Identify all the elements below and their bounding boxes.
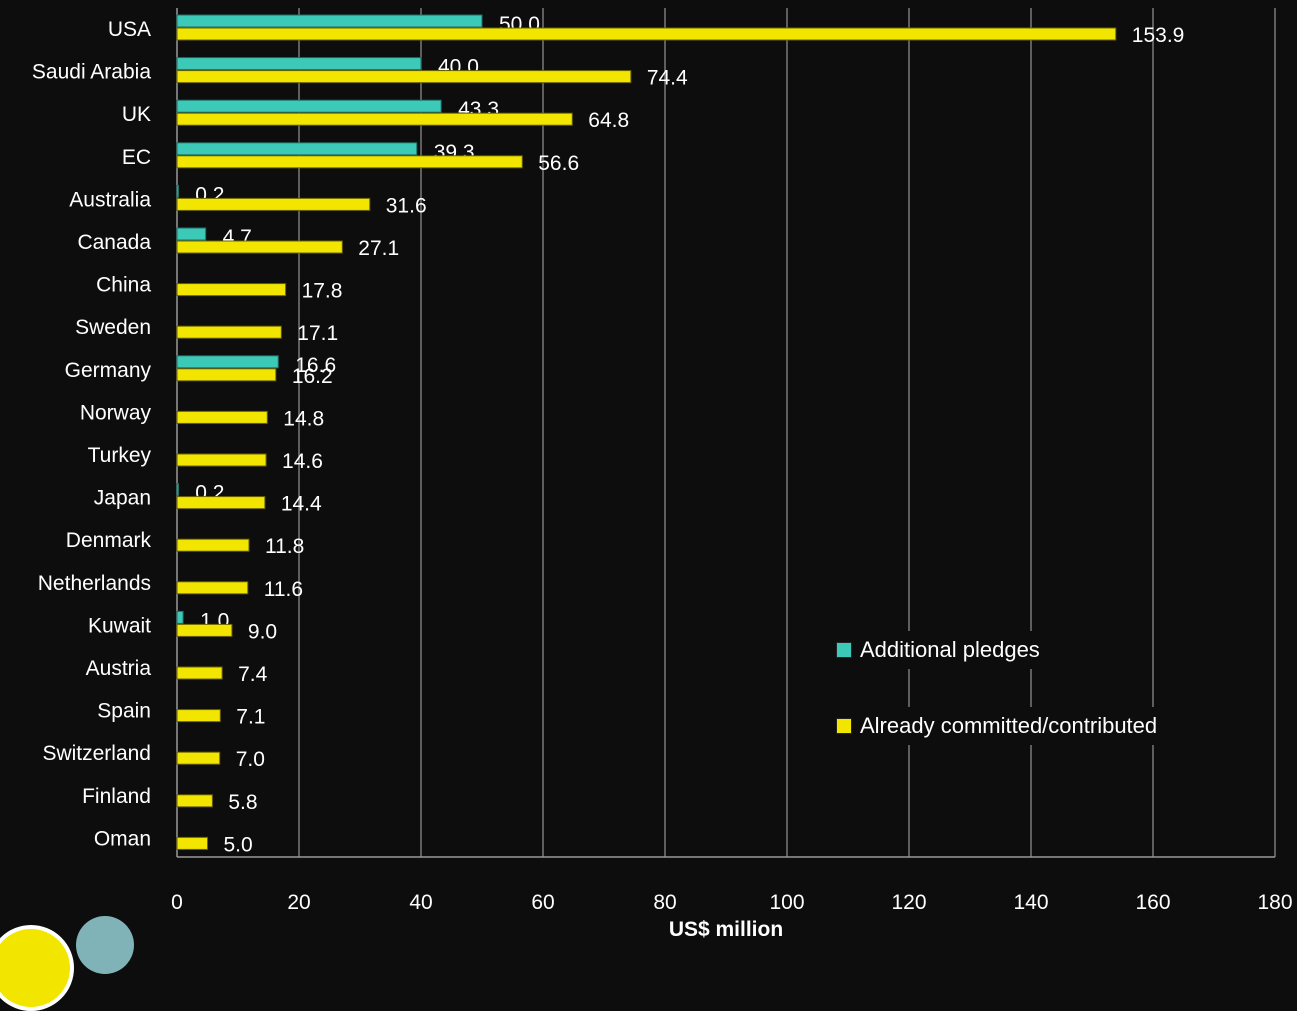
category-label: Australia [69,188,151,211]
data-label-already-committed: 7.0 [236,748,265,771]
category-label: Turkey [88,444,152,467]
bar-already-committed [176,751,221,765]
data-label-already-committed: 7.4 [238,663,268,686]
bar-additional-pledges [176,99,442,113]
bar-additional-pledges [176,142,418,156]
category-label: Canada [77,231,151,254]
legend-label-additional-pledges: Additional pledges [860,637,1040,662]
data-label-already-committed: 5.8 [228,791,257,814]
data-label-already-committed: 153.9 [1132,24,1185,47]
bar-already-committed [176,453,267,467]
bar-already-committed [176,283,287,297]
category-label: Finland [82,785,151,808]
data-label-already-committed: 14.8 [283,407,324,430]
x-tick-label: 60 [531,891,554,914]
legend-swatch-yellow [836,718,852,734]
x-tick-label: 160 [1135,891,1170,914]
category-label: Netherlands [38,572,151,595]
bar-already-committed [176,709,221,723]
bar-additional-pledges [176,483,179,497]
category-label: China [96,274,151,297]
data-label-already-committed: 64.8 [588,109,629,132]
bar-already-committed [176,197,371,211]
x-tick-label: 40 [409,891,432,914]
category-label: Saudi Arabia [32,61,151,84]
category-label: Austria [86,657,152,680]
category-label: Switzerland [42,742,151,765]
category-label: EC [122,146,151,169]
data-label-already-committed: 9.0 [248,620,277,643]
data-label-already-committed: 56.6 [538,152,579,175]
bar-additional-pledges [176,184,179,198]
data-label-already-committed: 74.4 [647,67,688,90]
data-label-already-committed: 14.6 [282,450,323,473]
decorative-teal-circle [76,916,134,974]
bar-already-committed [176,27,1117,41]
legend-swatch-teal [836,642,852,658]
category-label: Denmark [66,529,152,552]
bar-already-committed [176,112,573,126]
bar-already-committed [176,240,343,254]
category-label: Sweden [75,316,151,339]
legend-item-already-committed: Already committed/contributed [836,707,1162,745]
bar-already-committed [176,155,523,169]
bar-additional-pledges [176,355,279,369]
bar-additional-pledges [176,14,483,28]
data-label-additional-pledges: 16.6 [295,354,336,377]
x-tick-label: 100 [769,891,804,914]
bar-already-committed [176,666,223,680]
bar-already-committed [176,538,250,552]
category-label: USA [108,18,151,41]
x-tick-label: 80 [653,891,676,914]
category-label: Oman [94,827,151,850]
bar-already-committed [176,581,249,595]
data-label-already-committed: 11.8 [265,535,304,558]
x-tick-label: 140 [1013,891,1048,914]
bar-already-committed [176,368,277,382]
x-tick-label: 20 [287,891,310,914]
category-label: Norway [80,401,152,424]
x-axis-title: US$ million [669,918,783,940]
bar-already-committed [176,794,213,808]
x-tick-label: 120 [891,891,926,914]
category-label: Kuwait [88,614,151,637]
bar-already-committed [176,623,233,637]
data-label-already-committed: 14.4 [281,493,322,516]
bar-already-committed [176,325,282,339]
bar-additional-pledges [176,610,184,624]
bar-already-committed [176,70,632,84]
data-label-already-committed: 11.6 [264,578,303,601]
category-label: Germany [65,359,152,382]
data-label-already-committed: 7.1 [236,706,265,729]
data-label-already-committed: 5.0 [224,833,253,856]
data-label-already-committed: 31.6 [386,194,427,217]
data-label-already-committed: 27.1 [358,237,399,260]
bar-additional-pledges [176,57,422,71]
data-label-already-committed: 17.1 [297,322,338,345]
legend-item-additional-pledges: Additional pledges [836,631,1044,669]
bar-already-committed [176,496,266,510]
x-tick-label: 0 [171,891,183,914]
bar-already-committed [176,836,208,850]
category-label: Spain [97,700,151,723]
x-tick-label: 180 [1257,891,1292,914]
bar-additional-pledges [176,227,207,241]
category-label: UK [122,103,151,126]
data-label-already-committed: 17.8 [302,280,343,303]
category-label: Japan [94,487,151,510]
legend-label-already-committed: Already committed/contributed [860,713,1158,738]
bar-already-committed [176,410,268,424]
data-label-already-committed: 16.2 [292,365,333,388]
